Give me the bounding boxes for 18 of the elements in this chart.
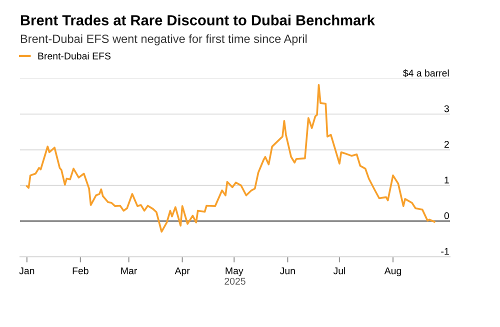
y-tick-label: 1 xyxy=(444,176,449,184)
x-axis-title: 2025 xyxy=(224,278,246,285)
y-tick-label: -1 xyxy=(441,248,449,255)
x-tick-label: Mar xyxy=(121,267,138,274)
chart-title: Brent Trades at Rare Discount to Dubai Benchmark xyxy=(20,14,375,26)
chart-subtitle: Brent-Dubai EFS went negative for first time since April xyxy=(20,34,307,46)
x-tick-label: Apr xyxy=(174,267,190,276)
y-tick-label: 3 xyxy=(444,105,449,112)
x-tick-label: May xyxy=(226,267,244,276)
y-tick-label: $4 a barrel xyxy=(403,69,449,78)
y-tick-label: 2 xyxy=(444,140,449,148)
x-tick-label: Aug xyxy=(384,267,402,276)
x-tick-label: Jul xyxy=(333,267,346,274)
legend-label: Brent-Dubai EFS xyxy=(38,52,111,60)
x-tick-label: Jun xyxy=(280,267,295,274)
x-tick-label: Feb xyxy=(72,267,88,274)
x-tick-label: Jan xyxy=(19,267,34,274)
y-tick-label: 0 xyxy=(444,212,449,220)
